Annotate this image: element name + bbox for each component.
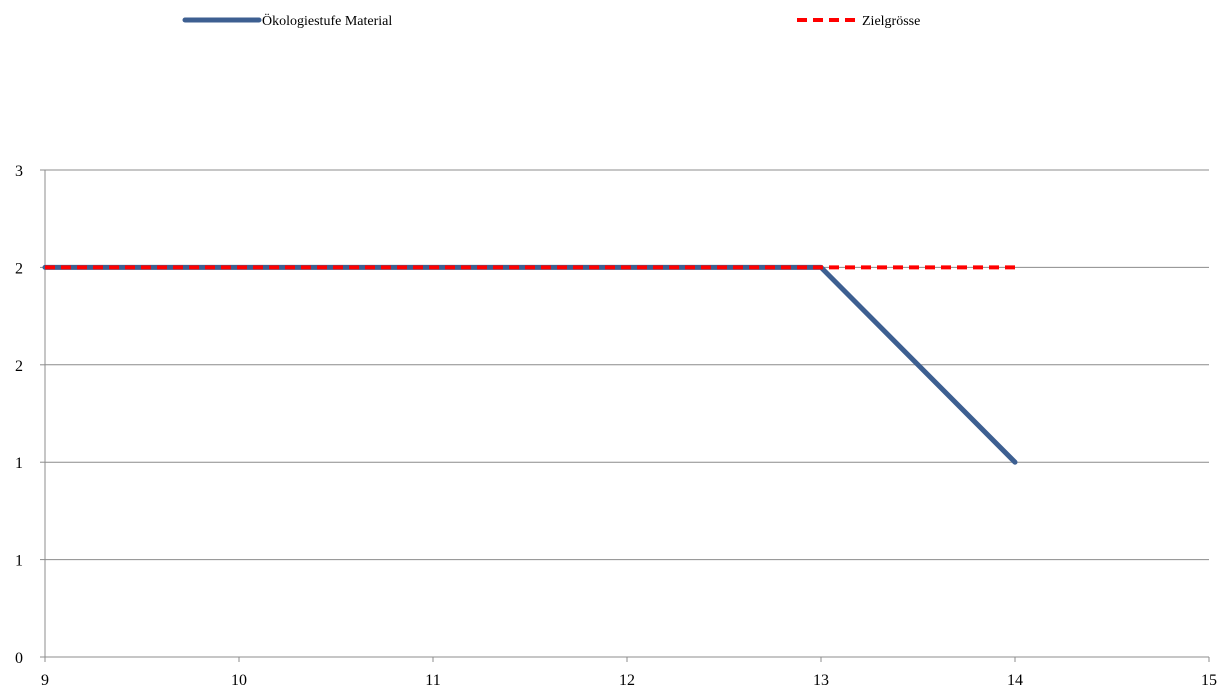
series-lines bbox=[42, 264, 1018, 465]
legend-label-1: Zielgrösse bbox=[862, 14, 920, 29]
y-tick-label-0: 0 bbox=[15, 650, 23, 667]
x-tick-label-0: 9 bbox=[41, 672, 49, 689]
y-tick-label-2: 1 bbox=[15, 455, 23, 472]
axes bbox=[40, 169, 1210, 662]
legend: Ökologiestufe Material Zielgrösse bbox=[182, 12, 920, 29]
x-tick-label-1: 10 bbox=[231, 672, 247, 689]
x-tick-label-2: 11 bbox=[425, 672, 440, 689]
x-tick-label-3: 12 bbox=[619, 672, 635, 689]
legend-label-0: Ökologiestufe Material bbox=[262, 12, 392, 29]
y-tick-label-4: 2 bbox=[15, 260, 23, 277]
y-tick-label-5: 3 bbox=[15, 163, 23, 180]
x-tick-label-5: 14 bbox=[1007, 672, 1023, 689]
x-tick-label-4: 13 bbox=[813, 672, 829, 689]
y-tick-label-3: 2 bbox=[15, 358, 23, 375]
x-tick-label-6: 15 bbox=[1201, 672, 1217, 689]
grid-lines bbox=[45, 169, 1209, 561]
y-tick-label-1: 1 bbox=[15, 553, 23, 570]
